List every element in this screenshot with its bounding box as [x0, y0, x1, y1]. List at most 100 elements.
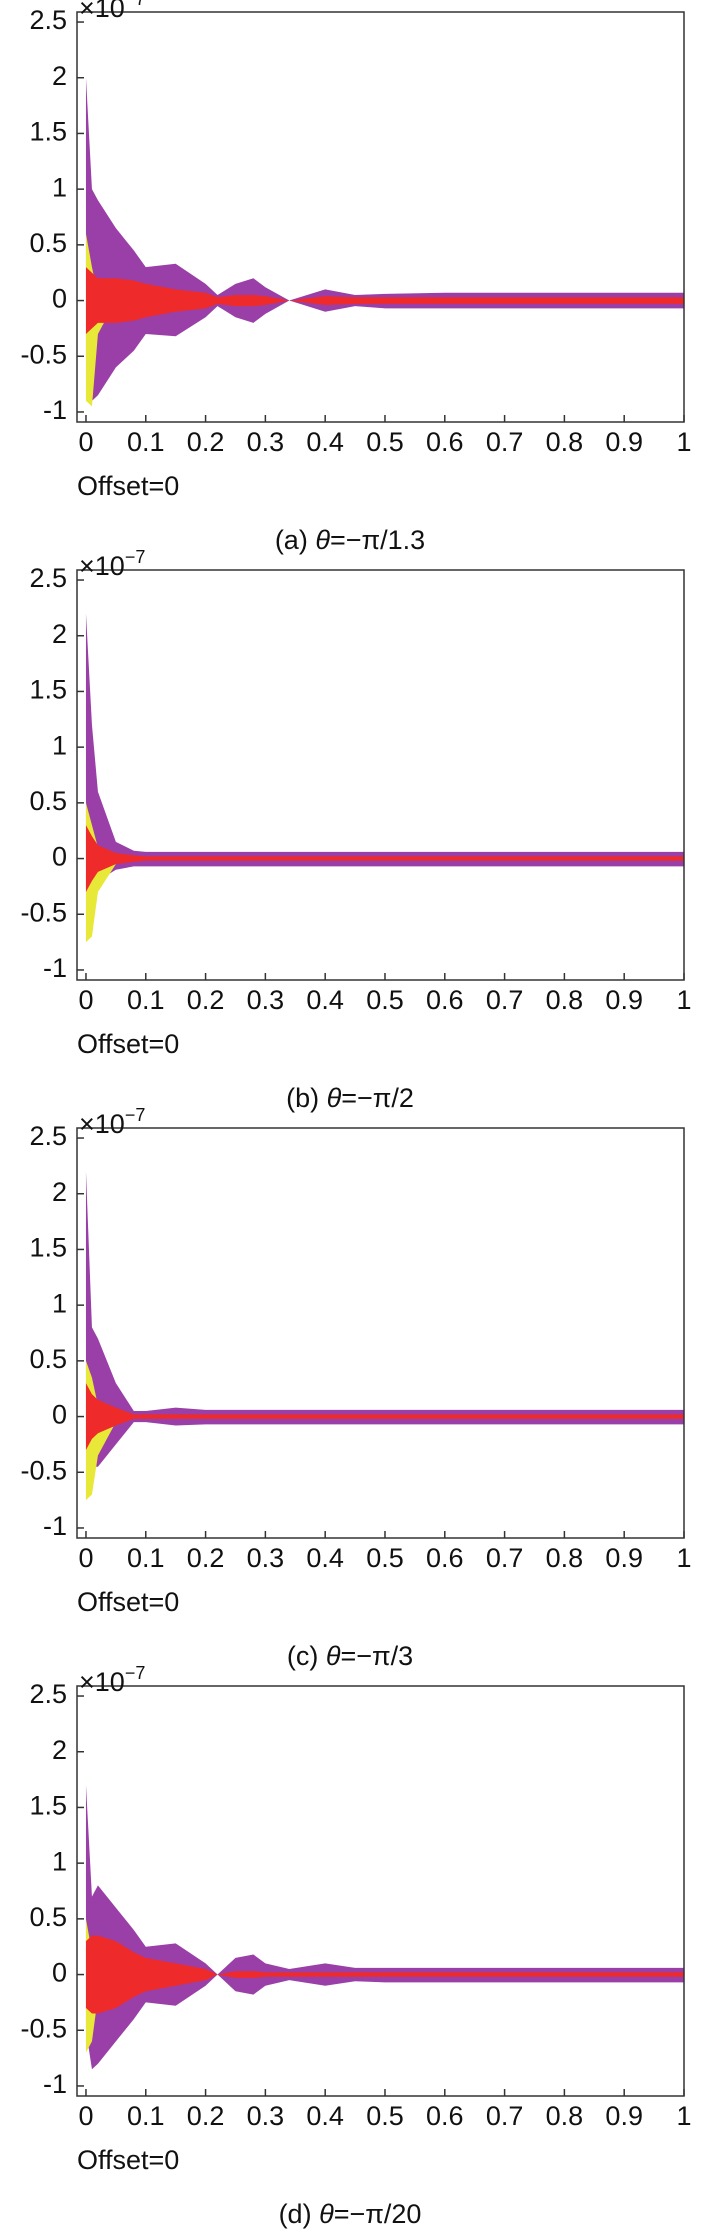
caption-symbol: θ	[319, 2199, 334, 2229]
x-tick-label: 0.8	[546, 2101, 584, 2131]
plot-area	[77, 12, 684, 422]
x-tick-label: 0.7	[486, 427, 524, 457]
plot-frame	[76, 1685, 685, 2097]
y-tick-label: -1	[43, 395, 67, 425]
caption-rest: =−π/3	[340, 1641, 413, 1671]
x-note: Offset=0	[77, 1587, 179, 1617]
x-tick-label: 0.3	[247, 427, 285, 457]
y-tick-label: 0	[52, 1958, 67, 1988]
plot-area	[77, 1128, 684, 1538]
caption: (a) θ=−π/1.3	[275, 525, 425, 555]
x-tick-label: 0.4	[306, 2101, 344, 2131]
y-tick-label: 2	[52, 1177, 67, 1207]
y-scale-exponent: −7	[125, 0, 146, 9]
y-scale-base: ×10	[79, 551, 125, 581]
y-scale-label: ×10−7	[79, 547, 145, 581]
y-scale-base: ×10	[79, 1667, 125, 1697]
x-tick-label: 1	[676, 2101, 691, 2131]
y-tick-label: -0.5	[20, 1455, 67, 1485]
y-scale-base: ×10	[79, 1109, 125, 1139]
y-tick-label: -1	[43, 953, 67, 983]
y-scale-exponent: −7	[125, 1105, 146, 1125]
data-layer	[85, 613, 684, 943]
x-tick-label: 0	[78, 2101, 93, 2131]
plot-area	[77, 570, 684, 980]
x-tick-label: 0.6	[426, 2101, 464, 2131]
y-tick-label: 0.5	[29, 786, 67, 816]
y-tick-label: 0.5	[29, 1902, 67, 1932]
x-tick-label: 0.5	[366, 1543, 404, 1573]
envelope-band	[85, 1935, 684, 2014]
x-tick-label: 0.2	[187, 1543, 225, 1573]
y-tick-label: 2.5	[29, 1121, 67, 1151]
caption-symbol: θ	[326, 1641, 341, 1671]
x-tick-label: 0	[78, 1543, 93, 1573]
x-tick-label: 0.3	[247, 2101, 285, 2131]
y-tick-label: -0.5	[20, 339, 67, 369]
y-tick-label: 2.5	[29, 563, 67, 593]
y-tick-label: 2.5	[29, 5, 67, 35]
y-tick-label: 1	[52, 1288, 67, 1318]
x-note: Offset=0	[77, 2145, 179, 2175]
y-tick-label: 2	[52, 619, 67, 649]
y-tick-label: 0	[52, 1400, 67, 1430]
x-tick-label: 0.1	[127, 427, 165, 457]
y-tick-label: -0.5	[20, 2013, 67, 2043]
y-tick-label: 1.5	[29, 675, 67, 705]
y-tick-label: -0.5	[20, 897, 67, 927]
caption-prefix: (c)	[287, 1641, 326, 1671]
x-tick-label: 0.6	[426, 1543, 464, 1573]
envelope-band	[85, 267, 684, 334]
caption: (d) θ=−π/20	[279, 2199, 422, 2229]
caption-prefix: (a)	[275, 525, 316, 555]
chart-panel: -1 -0.5 0 0.5 1 1.5 2 2.5 0 0.1 0.2 0.3 0.4 0.5 0.6 0.7…	[20, 1663, 691, 2229]
y-scale-label: ×10−7	[79, 0, 145, 23]
y-tick-label: 2	[52, 61, 67, 91]
x-tick-label: 0.2	[187, 2101, 225, 2131]
y-tick-label: 1	[52, 172, 67, 202]
x-tick-label: 0.9	[605, 1543, 643, 1573]
x-tick-label: 1	[676, 985, 691, 1015]
x-tick-label: 0.5	[366, 2101, 404, 2131]
plot-frame	[76, 11, 685, 423]
x-tick-label: 0.6	[426, 427, 464, 457]
y-scale-base: ×10	[79, 0, 125, 23]
y-tick-label: -1	[43, 1511, 67, 1541]
caption: (c) θ=−π/3	[287, 1641, 413, 1671]
x-tick-label: 0.7	[486, 985, 524, 1015]
data-layer	[85, 1171, 684, 1501]
x-tick-label: 0.1	[127, 985, 165, 1015]
x-tick-label: 0.2	[187, 985, 225, 1015]
y-tick-label: 1.5	[29, 1791, 67, 1821]
y-tick-label: 1.5	[29, 117, 67, 147]
x-tick-label: 0.1	[127, 2101, 165, 2131]
y-tick-label: 1	[52, 730, 67, 760]
plot-frame	[76, 1127, 685, 1539]
y-scale-label: ×10−7	[79, 1105, 145, 1139]
plot-area	[77, 1686, 684, 2096]
chart-panel: -1 -0.5 0 0.5 1 1.5 2 2.5 0 0.1 0.2 0.3 0.4 0.5 0.6 0.7…	[20, 1105, 691, 1671]
y-scale-label: ×10−7	[79, 1663, 145, 1697]
caption-symbol: θ	[315, 525, 330, 555]
x-tick-label: 0.9	[605, 2101, 643, 2131]
y-scale-exponent: −7	[125, 547, 146, 567]
caption-prefix: (d)	[279, 2199, 320, 2229]
x-tick-label: 0.8	[546, 1543, 584, 1573]
caption-symbol: θ	[327, 1083, 342, 1113]
caption-rest: =−π/20	[334, 2199, 422, 2229]
x-tick-label: 0.5	[366, 427, 404, 457]
x-tick-label: 0.9	[605, 427, 643, 457]
y-tick-label: 0	[52, 284, 67, 314]
data-layer	[85, 77, 684, 407]
y-scale-exponent: −7	[125, 1663, 146, 1683]
x-tick-label: 0.5	[366, 985, 404, 1015]
caption-prefix: (b)	[286, 1083, 327, 1113]
x-tick-label: 0.4	[306, 1543, 344, 1573]
y-tick-label: -1	[43, 2069, 67, 2099]
x-tick-label: 0.6	[426, 985, 464, 1015]
x-tick-label: 0	[78, 985, 93, 1015]
data-layer	[85, 1785, 684, 2070]
x-tick-label: 0.3	[247, 1543, 285, 1573]
y-tick-label: 0	[52, 842, 67, 872]
caption-rest: =−π/2	[341, 1083, 414, 1113]
